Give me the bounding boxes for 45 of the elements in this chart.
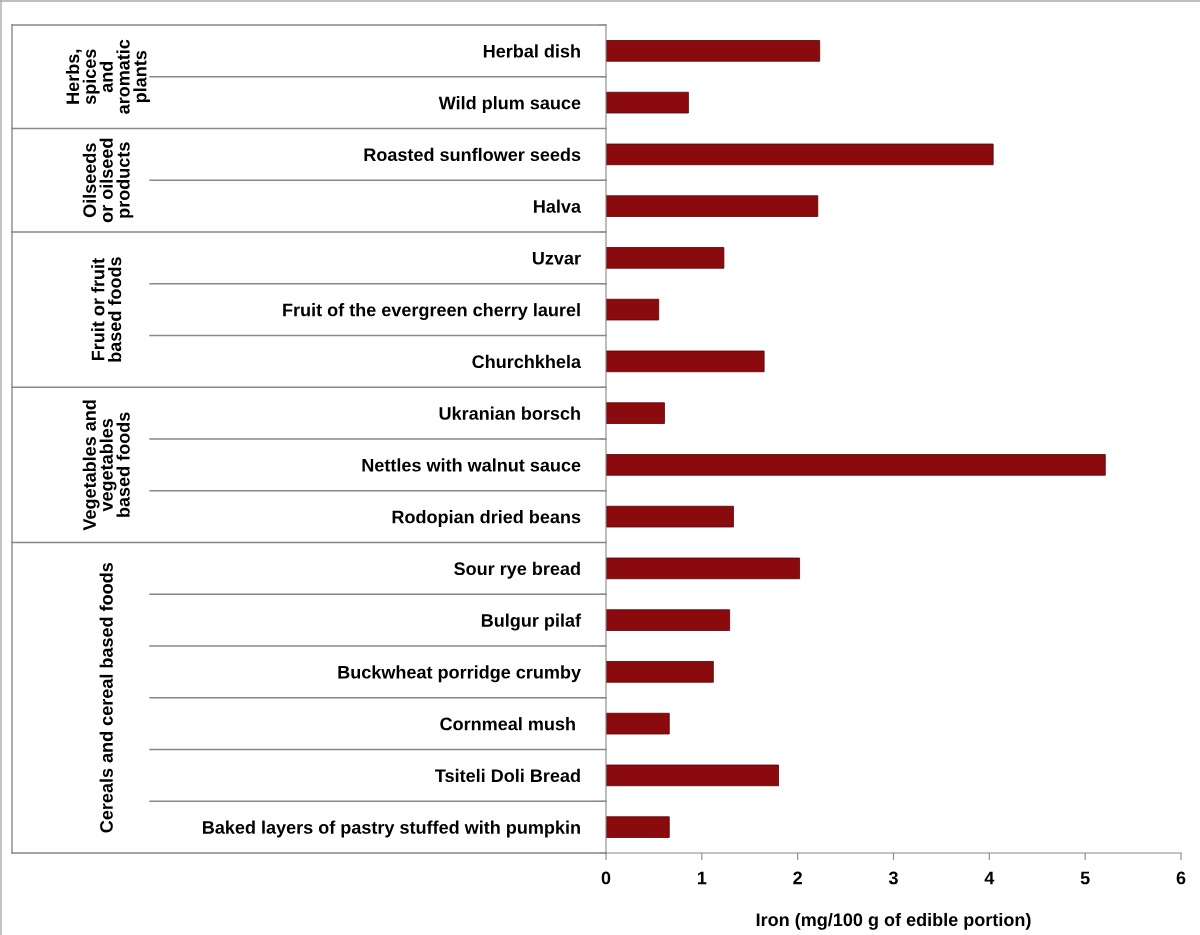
y-tick-label: Herbal dish <box>483 44 580 58</box>
y-tick-label: Wild plum sauce <box>438 96 581 113</box>
bar <box>606 298 660 321</box>
y-tick-label: Cornmeal mush <box>440 717 575 731</box>
x-tick-label: 5 <box>1080 871 1090 885</box>
x-tick-label: 1 <box>697 871 707 885</box>
bar <box>606 195 819 217</box>
y-tick-label: Uzvar <box>532 252 581 265</box>
text: Herbs, spices and aromatic plants <box>65 39 151 114</box>
y-tick-label: Halva <box>534 199 582 213</box>
text: Fruit or fruit based foods <box>91 257 122 362</box>
x-tick-label: 4 <box>984 871 995 885</box>
x-tick-label: 6 <box>1176 871 1186 885</box>
x-tick-label: 0 <box>601 871 611 885</box>
y-tick-label: Tsiteli Doli Bread <box>435 768 580 783</box>
text: Vegetables and vegetables based foods <box>82 400 130 531</box>
bar <box>606 454 1106 476</box>
bar <box>606 712 670 735</box>
text: Cereals and cereal based foods <box>99 563 113 833</box>
bar <box>606 350 765 373</box>
y-tick-label: Fruit of the evergreen cherry laurel <box>283 303 580 320</box>
y-tick-label: Nettles with walnut sauce <box>362 458 581 472</box>
x-tick-label: 3 <box>888 871 898 885</box>
bar <box>606 91 689 114</box>
y-tick-label: Churchkhela <box>472 354 582 369</box>
y-tick-label: Bulgur pilaf <box>481 613 582 631</box>
bar <box>606 764 779 787</box>
bar <box>606 143 994 166</box>
bar <box>606 609 731 631</box>
x-tick-label: 2 <box>793 871 802 885</box>
y-tick-label: Ukranian borsch <box>439 406 580 420</box>
bar <box>606 557 800 580</box>
bar <box>606 40 821 62</box>
y-tick-label: Buckwheat porridge crumby <box>338 665 581 683</box>
bar <box>606 661 714 683</box>
y-tick-label: Rodopian dried beans <box>392 510 581 527</box>
text: Oilseeds or oilseed products <box>82 138 134 223</box>
bar <box>606 505 734 528</box>
bar <box>606 816 670 838</box>
x-axis-title: Iron (mg/100 g of edible portion) <box>756 912 1031 930</box>
y-tick-label: Sour rye bread <box>454 561 580 579</box>
y-tick-label: Roasted sunflower seeds <box>364 147 581 162</box>
bar <box>606 247 725 269</box>
y-tick-label: Baked layers of pastry stuffed with pumpkin <box>202 820 580 838</box>
bar <box>606 402 665 424</box>
